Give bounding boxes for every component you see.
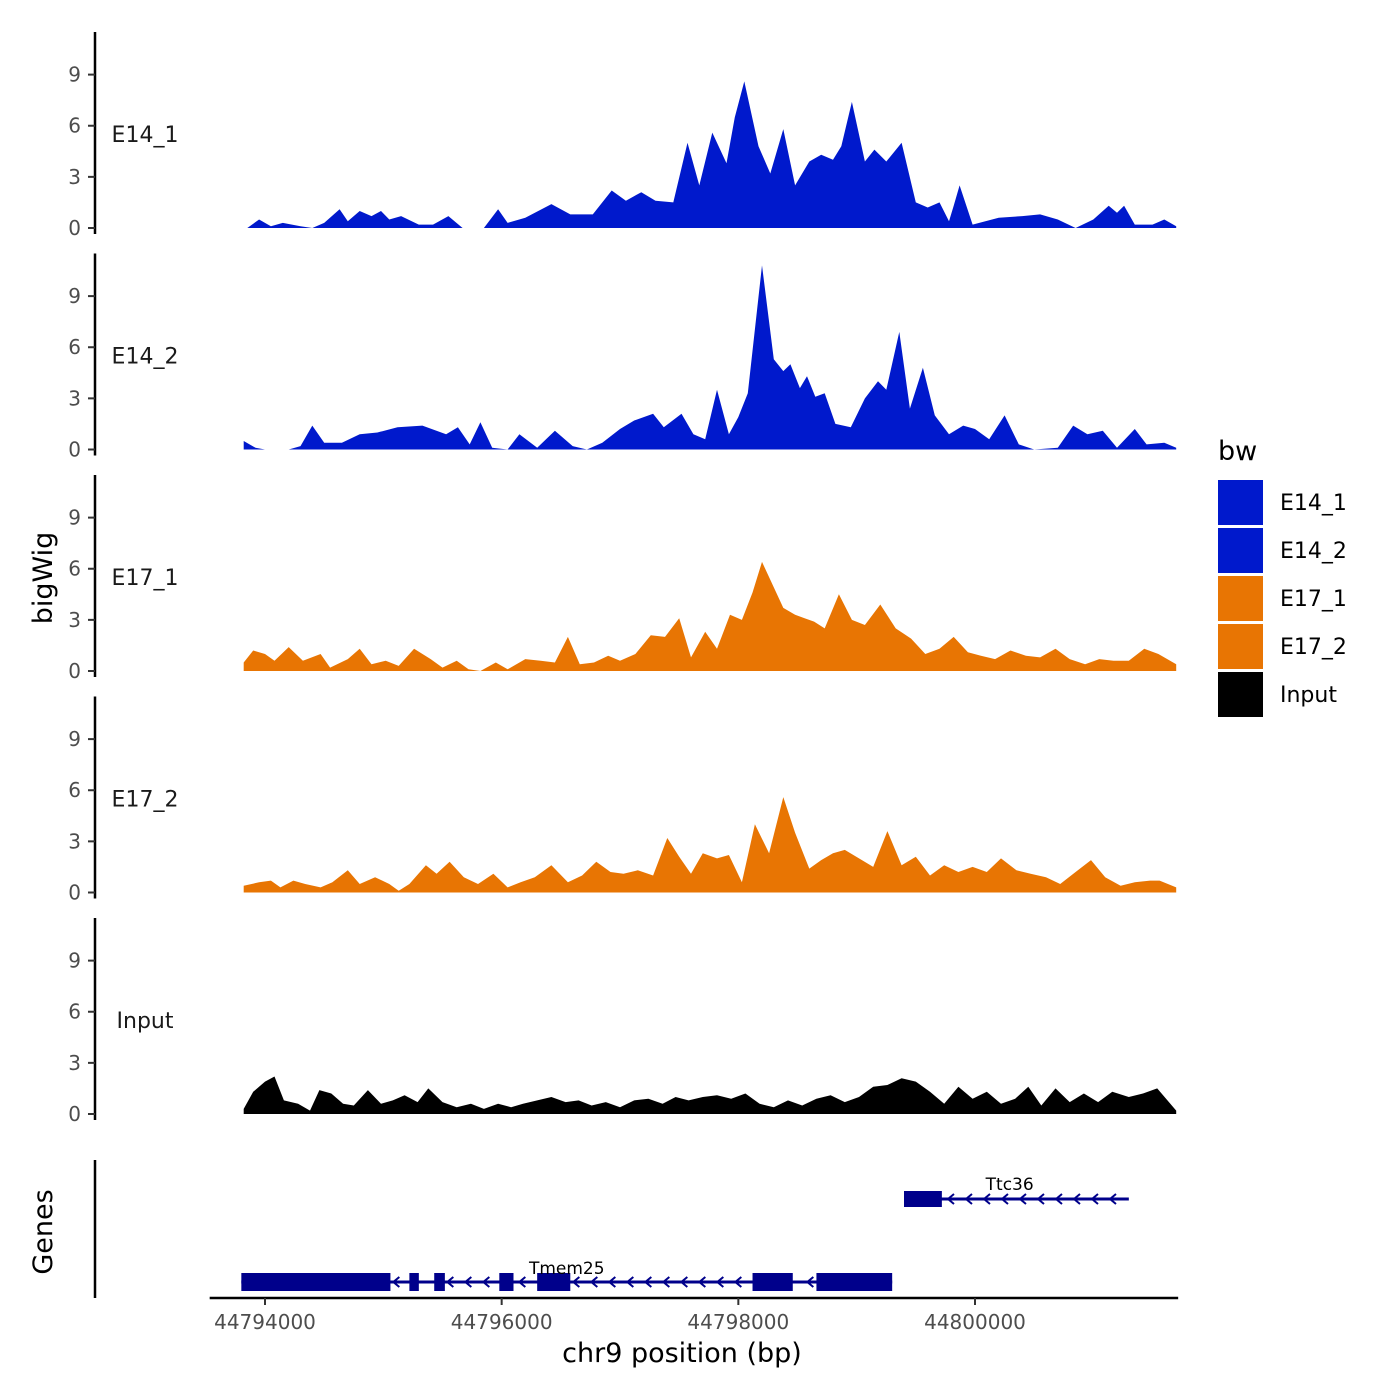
x-axis: 44794000 44796000 44798000 44800000 <box>209 1296 1179 1334</box>
x-tick-label: 44800000 <box>924 1310 1026 1334</box>
y-tick-label: 9 <box>68 63 81 87</box>
strand-arrow <box>715 1276 724 1288</box>
exon <box>409 1273 419 1291</box>
strand-arrow <box>946 1193 955 1205</box>
strand-arrow <box>463 1276 472 1288</box>
legend: bw E14_1 E14_2 E17_1 E17_2 Input <box>1218 436 1347 717</box>
strand-arrow <box>391 1276 400 1288</box>
legend-label: E17_1 <box>1280 587 1347 612</box>
strand-arrow <box>982 1193 991 1205</box>
y-tick-label: 9 <box>68 506 81 530</box>
x-axis-title: chr9 position (bp) <box>562 1338 802 1369</box>
strand-arrow <box>571 1276 580 1288</box>
strand-arrow <box>1090 1193 1099 1205</box>
y-tick-label: 3 <box>68 608 81 632</box>
y-tick-label: 3 <box>68 1051 81 1075</box>
y-tick-label: 0 <box>68 659 81 683</box>
y-tick-label: 6 <box>68 114 81 138</box>
strand-arrow <box>643 1276 652 1288</box>
legend-swatch <box>1218 672 1263 717</box>
legend-swatch <box>1218 528 1263 573</box>
exon <box>499 1273 514 1291</box>
panel-label: Input <box>117 1009 174 1034</box>
track-E17_1: 0 3 6 9 E17_1 <box>68 475 1177 683</box>
x-tick-label: 44794000 <box>214 1310 316 1334</box>
y-tick-label: 9 <box>68 949 81 973</box>
strand-arrow <box>697 1276 706 1288</box>
y-tick-label: 9 <box>68 727 81 751</box>
y-tick-label: 9 <box>68 284 81 308</box>
signal-area-E14_1 <box>247 81 1177 229</box>
panel-label: E14_1 <box>112 123 179 148</box>
signal-area-E14_2 <box>243 265 1177 450</box>
y-axis-title: bigWig <box>28 532 59 625</box>
legend-label: Input <box>1280 683 1337 708</box>
gene-label: Ttc36 <box>985 1175 1034 1195</box>
panel-label: E17_2 <box>112 788 179 813</box>
legend-label: E14_1 <box>1280 491 1347 516</box>
signal-area-Input <box>243 1076 1177 1114</box>
genes-track-title: Genes <box>28 1189 59 1274</box>
exon <box>904 1191 942 1207</box>
legend-swatch <box>1218 624 1263 669</box>
y-tick-label: 0 <box>68 438 81 462</box>
strand-arrow <box>805 1276 814 1288</box>
exon <box>241 1273 391 1291</box>
strand-arrow <box>607 1276 616 1288</box>
x-tick-label: 44798000 <box>687 1310 789 1334</box>
legend-label: E17_2 <box>1280 635 1347 660</box>
strand-arrow <box>661 1276 670 1288</box>
exon <box>752 1273 793 1291</box>
signal-area-E17_1 <box>243 561 1177 671</box>
strand-arrow <box>589 1276 598 1288</box>
legend-title: bw <box>1218 436 1257 467</box>
genes-track: Ttc36 Tmem25 <box>93 1160 1129 1298</box>
y-tick-label: 6 <box>68 778 81 802</box>
strand-arrow <box>964 1193 973 1205</box>
strand-arrow <box>1036 1193 1045 1205</box>
strand-arrow <box>1000 1193 1009 1205</box>
strand-arrow <box>1108 1193 1117 1205</box>
x-tick-label: 44796000 <box>451 1310 553 1334</box>
track-E17_2: 0 3 6 9 E17_2 <box>68 696 1177 905</box>
y-tick-label: 0 <box>68 1102 81 1126</box>
exon <box>816 1273 893 1291</box>
strand-arrow <box>481 1276 490 1288</box>
strand-arrow <box>445 1276 454 1288</box>
exon <box>434 1273 445 1291</box>
strand-arrow <box>1018 1193 1027 1205</box>
track-E14_1: 0 3 6 9 E14_1 <box>68 32 1177 240</box>
y-tick-label: 6 <box>68 335 81 359</box>
y-tick-label: 0 <box>68 881 81 905</box>
signal-tracks: 0 3 6 9 E14_1 0 3 6 9 E14_2 0 3 6 9 E17_1 0 3 6 9 E17_2 0 3 6 9… <box>68 32 1177 1126</box>
track-Input: 0 3 6 9 Input <box>68 918 1177 1126</box>
strand-arrow <box>733 1276 742 1288</box>
y-tick-label: 3 <box>68 829 81 853</box>
strand-arrow <box>517 1276 526 1288</box>
gene-Ttc36: Ttc36 <box>904 1175 1129 1207</box>
y-tick-label: 0 <box>68 216 81 240</box>
y-tick-label: 3 <box>68 165 81 189</box>
strand-arrow <box>625 1276 634 1288</box>
gene-label: Tmem25 <box>528 1259 605 1279</box>
panel-label: E17_1 <box>112 566 179 591</box>
track-E14_2: 0 3 6 9 E14_2 <box>68 253 1177 462</box>
legend-swatch <box>1218 480 1263 525</box>
legend-swatch <box>1218 576 1263 621</box>
strand-arrow <box>1072 1193 1081 1205</box>
y-tick-label: 6 <box>68 557 81 581</box>
exon <box>537 1273 571 1291</box>
panel-label: E14_2 <box>112 345 179 370</box>
strand-arrow <box>1054 1193 1063 1205</box>
signal-area-E17_2 <box>243 797 1177 893</box>
gene-Tmem25: Tmem25 <box>241 1259 893 1291</box>
strand-arrow <box>679 1276 688 1288</box>
y-tick-label: 6 <box>68 1000 81 1024</box>
legend-label: E14_2 <box>1280 539 1347 564</box>
y-tick-label: 3 <box>68 386 81 410</box>
